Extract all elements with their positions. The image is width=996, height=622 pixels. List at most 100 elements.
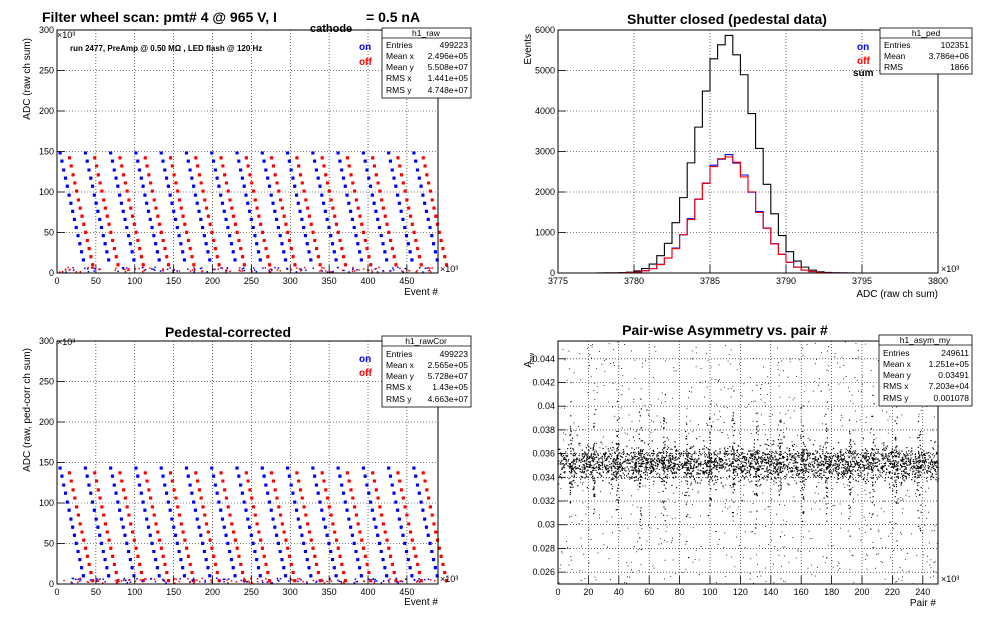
asym-point-1022	[656, 456, 658, 458]
raw-point-1732	[400, 270, 403, 272]
raw-point-1031	[278, 189, 281, 193]
raw-point-474	[156, 250, 159, 254]
asym-point-516	[611, 478, 613, 480]
raw-point-683	[207, 214, 210, 218]
raw-point-839	[240, 247, 243, 251]
cor-point-326	[126, 541, 129, 545]
asym-point-948	[921, 460, 923, 462]
asym-point-237	[918, 476, 920, 479]
asym-point-577	[820, 456, 822, 458]
asym-point-1032	[905, 461, 907, 463]
raw-point-946	[252, 226, 255, 230]
cor-point-242	[96, 580, 99, 583]
raw-point-1363	[320, 269, 323, 271]
cor-point-783	[227, 505, 230, 509]
asym-point-150	[561, 468, 563, 470]
raw-point-1262	[316, 168, 319, 172]
asym-point-968	[857, 480, 860, 483]
cor-point-970	[258, 566, 261, 570]
cor-point-1233	[292, 580, 295, 582]
asym-point-763	[885, 454, 887, 456]
asym-point-253	[587, 466, 589, 468]
raw-point-1110	[271, 268, 273, 271]
cor-point-1542	[373, 517, 376, 521]
cor-marks	[58, 466, 449, 584]
asym-point-112	[694, 480, 697, 482]
asym-point-34	[841, 467, 843, 469]
asym-point-668	[739, 454, 741, 456]
cor-point-203	[110, 546, 113, 550]
cor-point-519	[173, 488, 176, 492]
asym-point-715	[586, 476, 588, 478]
asym-point-463	[780, 463, 783, 466]
cor-point-986	[256, 578, 259, 580]
cor-point-1410	[346, 508, 349, 512]
cor-point-358	[133, 574, 136, 578]
stats-box-cor: h1_rawCor Entries 499223 Mean x 2.565e+0…	[381, 335, 472, 408]
asym-point-507	[776, 470, 778, 472]
asym-point-851	[622, 452, 624, 454]
cor-point-1783	[431, 513, 434, 517]
raw-point-857	[225, 269, 228, 272]
raw-point-782	[218, 184, 221, 188]
asym-point-76	[610, 458, 612, 460]
asym-point-16	[849, 465, 851, 467]
raw-point-1856	[428, 269, 431, 272]
asym-point-727	[617, 471, 619, 473]
asym-point-746	[786, 465, 788, 467]
raw-point-1759	[426, 173, 429, 177]
raw-point-411	[152, 189, 155, 193]
asym-point-289	[572, 467, 574, 469]
cor-point-115	[71, 577, 74, 580]
raw-point-891	[249, 173, 252, 177]
raw-point-358	[133, 258, 136, 262]
cor-point-1467	[368, 571, 371, 575]
asym-point-467	[705, 463, 707, 466]
raw-ytick-label-1: 50	[44, 228, 54, 238]
ped-xtick-label-1: 3780	[624, 276, 644, 286]
raw-point-883	[247, 164, 250, 168]
cor-point-758	[213, 474, 216, 478]
raw-point-31	[74, 181, 77, 185]
cor-point-1725	[396, 581, 398, 583]
asym-point-194	[750, 457, 752, 459]
raw-point-202	[101, 226, 104, 230]
asym-point-572	[708, 454, 711, 456]
legend-off-ped: off	[857, 56, 870, 67]
raw-point-1170	[297, 201, 300, 205]
cor-point-459	[162, 554, 165, 558]
asym-point-732	[613, 474, 615, 476]
cor-point-1859	[418, 578, 420, 580]
cor-point-683	[207, 530, 210, 534]
cor-point-1387	[350, 488, 353, 492]
raw-point-162	[92, 184, 95, 188]
asym-point-759	[877, 468, 879, 470]
cor-point-1105	[262, 581, 264, 584]
asym-point-524	[661, 456, 663, 459]
asym-point-694	[755, 476, 757, 478]
raw-point-1485	[351, 268, 354, 270]
asym-point-899	[809, 469, 811, 471]
asym-point-859	[772, 464, 775, 466]
cor-point-1598	[386, 574, 389, 578]
asym-point-602	[598, 464, 600, 466]
ped-ytick-label-1: 1000	[535, 228, 555, 238]
raw-point-682	[198, 209, 201, 213]
asym-point-41	[573, 460, 576, 462]
cor-point-211	[112, 554, 115, 558]
cor-point-922	[247, 517, 250, 521]
cor-point-503	[170, 471, 173, 475]
asym-point-942	[851, 458, 853, 460]
raw-point-1228	[295, 271, 298, 273]
cor-point-1442	[353, 541, 356, 545]
title-raw-adc: Filter wheel scan: pmt# 4 @ 965 V, I	[42, 9, 277, 25]
raw-point-103	[90, 255, 93, 259]
asym-point-288	[723, 453, 726, 455]
raw-point-867	[217, 268, 219, 270]
raw-point-1494	[362, 151, 365, 155]
asym-point-541	[608, 455, 610, 457]
asym-point-829	[854, 451, 856, 454]
raw-point-1202	[305, 234, 308, 238]
raw-marks	[58, 151, 449, 273]
raw-point-1138	[290, 168, 293, 172]
